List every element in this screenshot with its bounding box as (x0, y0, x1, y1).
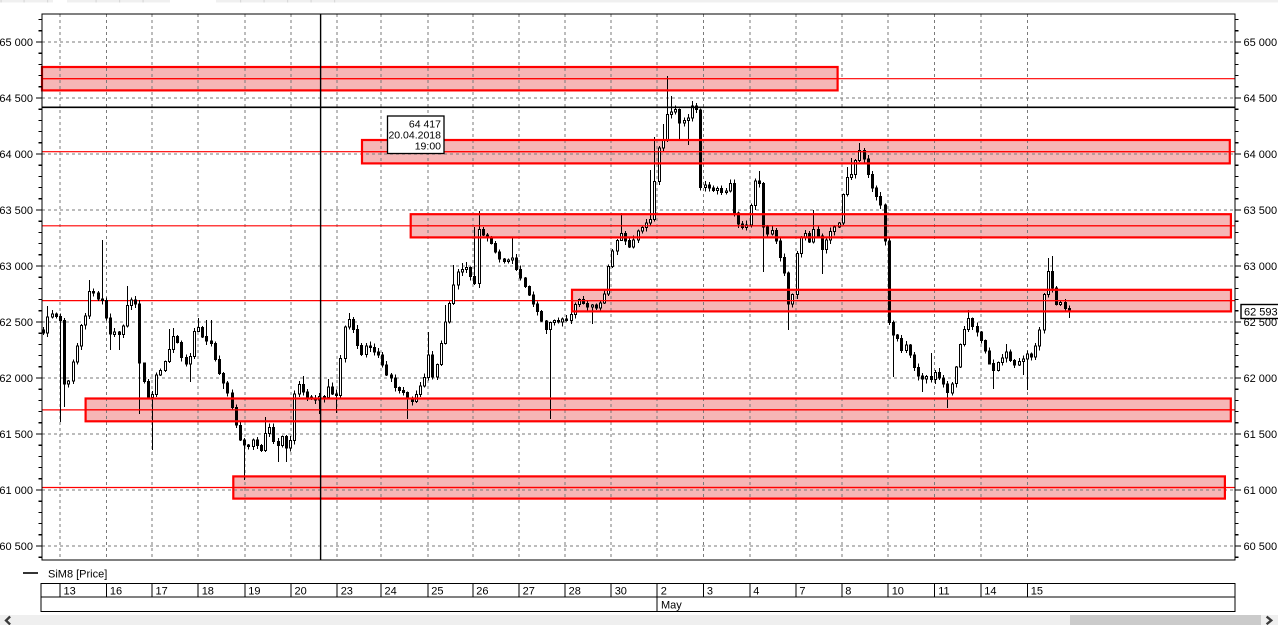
svg-text:64 000: 64 000 (0, 149, 33, 161)
svg-text:62 500: 62 500 (0, 317, 33, 329)
svg-text:SiM8 [Price]: SiM8 [Price] (48, 569, 107, 581)
svg-text:7: 7 (799, 586, 805, 598)
svg-text:63 500: 63 500 (1244, 205, 1278, 217)
svg-text:61 500: 61 500 (1244, 429, 1278, 441)
svg-text:3: 3 (707, 586, 713, 598)
svg-text:8: 8 (845, 586, 851, 598)
svg-text:64 000: 64 000 (1244, 149, 1278, 161)
svg-text:13: 13 (64, 586, 76, 598)
svg-text:60 500: 60 500 (0, 541, 33, 553)
svg-text:24: 24 (385, 586, 397, 598)
svg-text:15: 15 (1031, 586, 1043, 598)
svg-text:61 500: 61 500 (0, 429, 33, 441)
svg-text:30: 30 (615, 586, 627, 598)
svg-text:63 000: 63 000 (0, 261, 33, 273)
svg-text:18: 18 (202, 586, 214, 598)
svg-text:62 000: 62 000 (1244, 373, 1278, 385)
svg-text:2: 2 (661, 586, 667, 598)
svg-text:19:00: 19:00 (415, 141, 441, 153)
svg-text:62 000: 62 000 (0, 373, 33, 385)
svg-text:62 500: 62 500 (1244, 317, 1278, 329)
svg-text:62 593: 62 593 (1244, 307, 1278, 319)
svg-text:20.04.2018: 20.04.2018 (388, 130, 441, 142)
svg-text:17: 17 (156, 586, 168, 598)
svg-text:4: 4 (753, 586, 759, 598)
svg-text:May: May (661, 600, 682, 612)
svg-text:19: 19 (248, 586, 260, 598)
svg-text:61 000: 61 000 (0, 485, 33, 497)
svg-text:64 500: 64 500 (0, 93, 33, 105)
svg-text:25: 25 (431, 586, 443, 598)
svg-text:64 417: 64 417 (409, 119, 441, 131)
svg-text:65 000: 65 000 (0, 37, 33, 49)
svg-text:63 000: 63 000 (1244, 261, 1278, 273)
svg-text:65 000: 65 000 (1244, 37, 1278, 49)
svg-text:10: 10 (892, 586, 904, 598)
svg-text:14: 14 (984, 586, 996, 598)
svg-text:64 500: 64 500 (1244, 93, 1278, 105)
svg-text:63 500: 63 500 (0, 205, 33, 217)
svg-text:23: 23 (341, 586, 353, 598)
svg-text:11: 11 (938, 586, 949, 598)
svg-text:61 000: 61 000 (1244, 485, 1278, 497)
svg-text:20: 20 (295, 586, 307, 598)
svg-text:27: 27 (523, 586, 535, 598)
svg-text:26: 26 (476, 586, 488, 598)
svg-text:28: 28 (569, 586, 581, 598)
svg-text:16: 16 (110, 586, 122, 598)
svg-text:60 500: 60 500 (1244, 541, 1278, 553)
